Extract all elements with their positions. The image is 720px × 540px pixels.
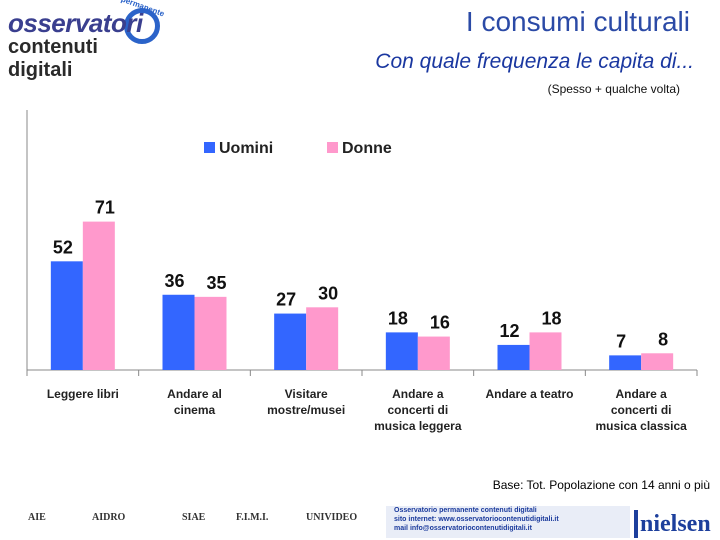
bar-donne-3 bbox=[417, 336, 450, 370]
x-tick-label-5: musica classica bbox=[595, 419, 687, 433]
x-tick-label-4: Andare a teatro bbox=[485, 387, 573, 401]
base-note: Base: Tot. Popolazione con 14 anni o più bbox=[492, 478, 710, 492]
footer-logo-siae: SIAE bbox=[182, 512, 206, 523]
data-label-donne-3: 16 bbox=[430, 313, 450, 333]
bar-uomini-5 bbox=[609, 355, 642, 370]
footer-logo-fimi: F.I.M.I. bbox=[236, 512, 269, 523]
x-tick-label-5: Andare a bbox=[615, 387, 667, 401]
bar-uomini-2 bbox=[274, 313, 307, 370]
legend-label-uomini: Uomini bbox=[219, 140, 273, 157]
logo-line1: osservatori bbox=[8, 8, 143, 38]
data-label-uomini-3: 18 bbox=[388, 308, 408, 328]
x-tick-label-5: concerti di bbox=[611, 403, 672, 417]
footer-obs-line1: Osservatorio permanente contenuti digita… bbox=[394, 507, 537, 514]
legend-swatch-uomini bbox=[204, 142, 215, 153]
page-title: I consumi culturali bbox=[465, 6, 690, 37]
footer-logo-aidro: AIDRO bbox=[92, 512, 126, 523]
x-tick-label-3: Andare a bbox=[392, 387, 444, 401]
x-tick-label-1: cinema bbox=[174, 403, 216, 417]
chart-note: (Spesso + qualche volta) bbox=[547, 82, 680, 96]
footer-logo-univideo: UNIVIDEO bbox=[306, 512, 358, 523]
footer-logo-aie: AIE bbox=[28, 512, 46, 523]
data-label-donne-2: 30 bbox=[318, 283, 338, 303]
osservatorio-logo: permanente osservatori contenuti digital… bbox=[6, 0, 166, 81]
x-tick-label-3: concerti di bbox=[387, 403, 448, 417]
legend-swatch-donne bbox=[327, 142, 338, 153]
bar-uomini-3 bbox=[385, 332, 418, 370]
data-label-donne-5: 8 bbox=[658, 329, 668, 349]
data-label-donne-0: 71 bbox=[95, 198, 115, 218]
logo-line2: contenuti digitali bbox=[8, 36, 98, 81]
data-label-donne-4: 18 bbox=[541, 308, 561, 328]
page-subtitle: Con quale frequenza le capita di... bbox=[375, 50, 694, 73]
bar-chart: 52 71 Leggere libri 36 35 Andare al cinema 27 30… bbox=[26, 110, 698, 433]
data-label-uomini-4: 12 bbox=[499, 321, 519, 341]
data-label-uomini-5: 7 bbox=[616, 331, 626, 351]
legend-label-donne: Donne bbox=[342, 140, 392, 157]
data-label-uomini-1: 36 bbox=[164, 271, 184, 291]
footer-osservatorio-info: Osservatorio permanente contenuti digita… bbox=[386, 506, 630, 538]
x-tick-label-2: Visitare bbox=[285, 387, 328, 401]
x-tick-label-1: Andare al bbox=[167, 387, 222, 401]
x-tick-label-2: mostre/musei bbox=[267, 403, 345, 417]
bar-donne-5 bbox=[641, 353, 674, 370]
bar-uomini-1 bbox=[162, 294, 195, 370]
data-label-donne-1: 35 bbox=[206, 273, 226, 293]
bar-uomini-4 bbox=[497, 344, 530, 370]
footer-obs-line2: sito internet: www.osservatoriocontenuti… bbox=[394, 516, 559, 523]
nielsen-logo: nielsen bbox=[634, 508, 720, 540]
bar-donne-4 bbox=[529, 332, 562, 370]
x-tick-label-3: musica leggera bbox=[374, 419, 462, 433]
bar-donne-0 bbox=[82, 221, 115, 370]
footer-logos: AIE AIDRO SIAE F.I.M.I. UNIVIDEO bbox=[0, 502, 720, 540]
bar-uomini-0 bbox=[50, 261, 83, 370]
bar-donne-1 bbox=[194, 296, 227, 370]
footer-obs-line3: mail info@osservatoriocontenutidigitali.… bbox=[394, 525, 532, 532]
data-label-uomini-2: 27 bbox=[276, 290, 296, 310]
logo-ring-icon bbox=[124, 8, 160, 44]
bar-donne-2 bbox=[306, 307, 339, 370]
x-tick-label-0: Leggere libri bbox=[47, 387, 119, 401]
data-label-uomini-0: 52 bbox=[53, 237, 73, 257]
